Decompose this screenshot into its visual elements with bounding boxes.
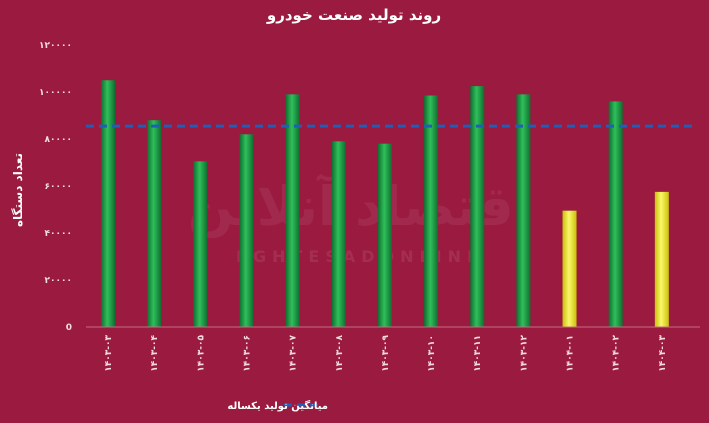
y-axis-ticks: 0 ۲۰۰۰۰ ۴۰۰۰۰ ۶۰۰۰۰ ۸۰۰۰۰ ۱۰۰۰۰۰ ۱۲۰۰۰۰ [39,41,72,333]
x-tick-label: ۱۴۰۳-۰۴ [150,335,160,372]
y-tick-label: ۴۰۰۰۰ [45,229,72,239]
y-tick-label: ۱۰۰۰۰۰ [39,88,72,98]
bar [285,94,300,327]
bar [516,94,531,327]
watermark-en: EGHTESADONLINE [236,247,484,266]
bar [101,80,115,327]
y-tick-label: ۲۰۰۰۰ [45,276,72,286]
y-axis-label: تعداد دستگاه [11,153,25,227]
bars [101,80,669,328]
x-tick-label: ۱۴۰۳-۱۱ [473,335,483,372]
x-tick-label: ۱۴۰۳-۰۸ [335,335,345,372]
x-tick-label: ۱۴۰۳-۱۲ [519,335,529,372]
x-tick-label: ۱۴۰۳-۰۶ [242,335,252,372]
bar [424,95,439,328]
chart-title: روند تولید صنعت خودرو [266,6,441,24]
bar [147,120,162,327]
x-tick-label: ۱۴۰۴-۰۳ [658,335,668,372]
bar [608,101,623,328]
x-tick-label: ۱۴۰۳-۰۵ [196,335,206,372]
bar [331,141,346,327]
x-axis-ticks: ۱۴۰۳-۰۳ ۱۴۰۳-۰۴ ۱۴۰۳-۰۵ ۱۴۰۳-۰۶ ۱۴۰۳-۰۷ ۱۴۰۳-… [104,335,668,372]
bar [239,134,254,327]
y-tick-label: ۸۰۰۰۰ [45,135,72,145]
bar [377,143,392,327]
x-tick-label: ۱۴۰۳-۰۹ [381,335,391,372]
x-tick-label: ۱۴۰۳-۰۳ [104,335,114,372]
y-tick-label: ۱۲۰۰۰۰ [39,41,72,51]
bar [193,161,208,327]
x-tick-label: ۱۴۰۳-۰۷ [289,335,299,372]
bar [654,191,669,327]
x-tick-label: ۱۴۰۳-۱۰ [427,335,437,372]
bar [470,86,485,327]
bar [562,210,577,327]
x-tick-label: ۱۴۰۴-۰۱ [566,335,576,372]
x-tick-label: ۱۴۰۴-۰۲ [612,335,622,372]
legend-average-label: میانگین تولید یکساله [227,399,328,412]
y-tick-label: ۶۰۰۰۰ [45,182,72,192]
y-tick-label: 0 [66,323,72,333]
legend: میانگین تولید یکساله [227,399,328,412]
